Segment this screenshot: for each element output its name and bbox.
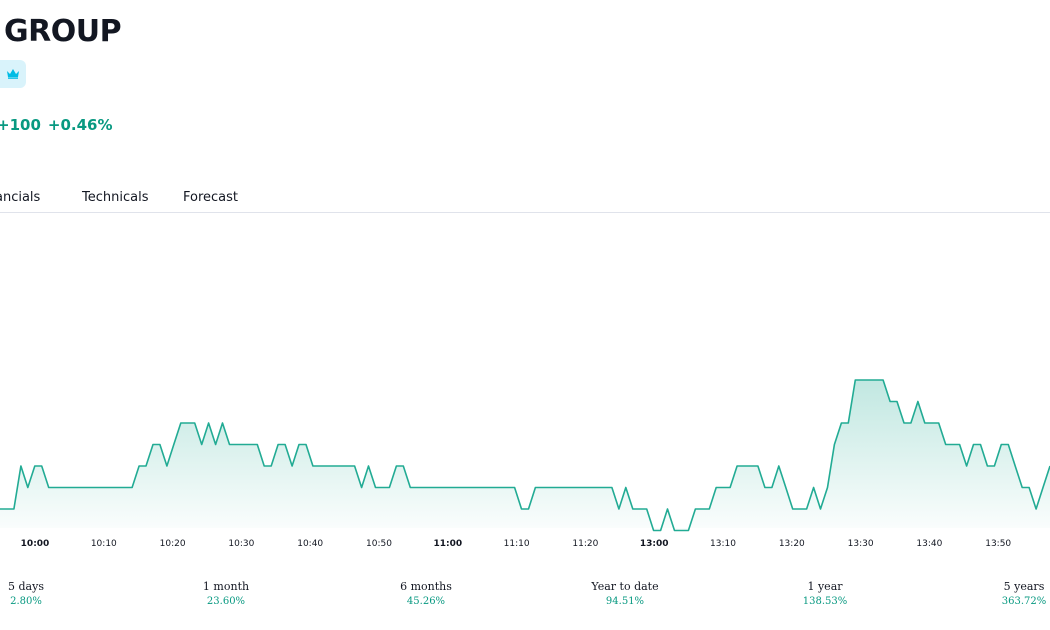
- tab-financials[interactable]: ancials: [0, 190, 41, 205]
- period-1-month[interactable]: 1 month 23.60%: [203, 580, 249, 607]
- period-5-years[interactable]: 5 years 363.72%: [1002, 580, 1047, 607]
- period-6-months[interactable]: 6 months 45.26%: [400, 580, 452, 607]
- performance-periods: 5 days 2.80% 1 month 23.60% 6 months 45.…: [0, 580, 1050, 620]
- intraday-price-chart[interactable]: 10:00 10:10 10:20 10:30 10:40 10:50 11:00 11:10…: [0, 213, 1050, 558]
- tab-bar: ancials Technicals Forecast: [0, 188, 1050, 213]
- x-axis-tick-label: 13:20: [779, 539, 805, 549]
- crown-icon: [7, 69, 19, 79]
- x-axis-tick-label: 10:00: [21, 539, 50, 549]
- x-axis-tick-label: 10:30: [228, 539, 254, 549]
- period-5-days[interactable]: 5 days 2.80%: [8, 580, 44, 607]
- x-axis-tick-label: 10:50: [366, 539, 392, 549]
- period-value: 23.60%: [206, 596, 246, 607]
- premium-badge[interactable]: [0, 60, 26, 88]
- tab-forecast[interactable]: Forecast: [183, 190, 239, 205]
- period-label: 6 months: [400, 580, 452, 593]
- x-axis-tick-label: 10:10: [91, 539, 117, 549]
- period-value: 363.72%: [1001, 596, 1047, 607]
- x-axis-tick-label: 11:10: [504, 539, 530, 549]
- period-label: 5 days: [8, 580, 44, 593]
- x-axis-tick-label: 11:00: [433, 539, 462, 549]
- period-value: 94.51%: [605, 596, 645, 607]
- x-axis-tick-label: 11:20: [572, 539, 598, 549]
- period-label: 5 years: [1003, 580, 1045, 593]
- period-label: Year to date: [591, 580, 659, 593]
- price-area-fill: [0, 380, 1050, 531]
- period-label: 1 month: [202, 580, 250, 593]
- x-axis-tick-label: 10:20: [160, 539, 186, 549]
- period-year-to-date[interactable]: Year to date 94.51%: [591, 580, 658, 607]
- period-value: 138.53%: [802, 596, 848, 607]
- x-axis-tick-label: 13:50: [985, 539, 1011, 549]
- tab-technicals[interactable]: Technicals: [82, 190, 149, 205]
- price-change: +100 +0.46%: [0, 116, 120, 134]
- price-line: [0, 379, 1050, 532]
- symbol-title: GROUP: [4, 14, 122, 49]
- period-value: 45.26%: [406, 596, 446, 607]
- period-label: 1 year: [807, 580, 843, 593]
- price-change-percent: +0.46%: [47, 116, 113, 134]
- period-1-year[interactable]: 1 year 138.53%: [803, 580, 848, 607]
- period-value: 2.80%: [10, 596, 42, 607]
- price-change-absolute: +100: [0, 116, 41, 134]
- x-axis-tick-label: 13:00: [640, 539, 669, 549]
- x-axis-tick-label: 13:40: [916, 539, 942, 549]
- x-axis-tick-label: 13:30: [848, 539, 874, 549]
- x-axis-tick-label: 13:10: [710, 539, 736, 549]
- x-axis-tick-label: 10:40: [297, 539, 323, 549]
